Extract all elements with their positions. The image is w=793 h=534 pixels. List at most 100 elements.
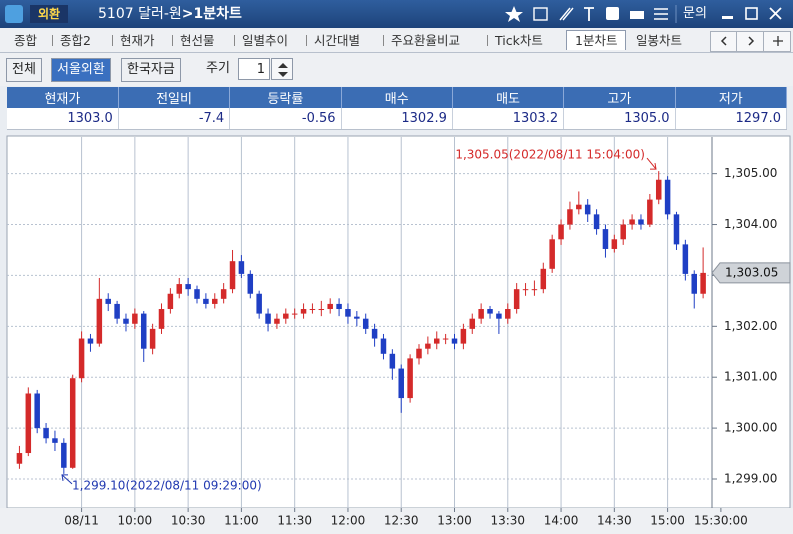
quote-value: 1303.0 [7, 108, 119, 130]
filter-button[interactable]: 한국자금 [121, 58, 181, 82]
minimize-button[interactable] [722, 16, 733, 19]
y-tick-label: 1,302.00 [724, 319, 777, 333]
tab[interactable]: 시간대별 [314, 33, 361, 48]
period-spinner[interactable] [271, 58, 293, 80]
annotation-arrow [61, 474, 73, 485]
quote-header: 매도 [452, 87, 565, 108]
candle-body [140, 313, 147, 349]
candle-body [300, 309, 307, 314]
candle-body [220, 289, 227, 299]
x-tick-label: 12:30 [384, 514, 419, 528]
tab-separator [112, 35, 113, 46]
tab-nav-button[interactable] [763, 31, 791, 52]
tab-separator [52, 35, 53, 46]
tab[interactable]: 일별추이 [242, 33, 289, 48]
tab[interactable]: 현재가 [120, 33, 155, 48]
period-input[interactable]: 1 [238, 58, 270, 80]
candle-body [78, 338, 85, 379]
x-tick-label: 15:30:00 [694, 514, 748, 528]
close-button[interactable] [769, 7, 782, 20]
filter-button[interactable]: 전체 [6, 58, 42, 82]
market-badge: 외환 [30, 5, 69, 23]
candle-body [87, 338, 94, 344]
x-tick-label: 10:00 [118, 514, 153, 528]
inquiry-button[interactable]: 문의 [683, 6, 707, 21]
candle-body [505, 309, 511, 319]
quote-header: 저가 [675, 87, 788, 108]
tab-nav-button[interactable] [710, 31, 738, 52]
x-tick-label: 12:00 [331, 514, 366, 528]
help-icon[interactable] [606, 7, 619, 20]
candle-body [291, 313, 298, 315]
candle-body [105, 298, 111, 304]
candle-body [371, 328, 378, 339]
candle-body [540, 268, 547, 290]
font-icon[interactable] [584, 7, 594, 21]
extreme-annotation: 1,305.05(2022/08/11 15:04:00) [455, 148, 645, 162]
quote-value: 1297.0 [675, 108, 788, 130]
title-view: >1분차트 [181, 6, 242, 22]
candle-body [354, 316, 360, 319]
tab[interactable]: 종합2 [60, 33, 91, 48]
candle-body [265, 313, 271, 324]
candle-body [433, 338, 440, 344]
candle-body [283, 313, 289, 319]
period-label: 주기 [206, 61, 230, 76]
title-icons [505, 5, 782, 23]
candle-body [34, 393, 40, 429]
candle-body [176, 284, 183, 294]
candle-body [567, 209, 573, 225]
candle-body [558, 224, 564, 240]
candle-body [496, 313, 502, 319]
menu-icon[interactable] [654, 8, 668, 20]
y-tick-label: 1,301.00 [724, 370, 777, 384]
candle-body [123, 318, 129, 324]
favorite-icon[interactable] [505, 6, 523, 22]
maximize-button[interactable] [745, 7, 758, 20]
window-title: 5107 달러-원>1분차트 [98, 5, 242, 23]
x-tick-label: 11:30 [277, 514, 312, 528]
tab-separator [172, 35, 173, 46]
candle-body [132, 313, 138, 324]
candle-body [416, 348, 422, 359]
candle-body [247, 273, 254, 294]
candle-body [638, 219, 644, 225]
current-price-label: 1,303.05 [725, 265, 778, 279]
tab[interactable]: 주요환율비교 [391, 33, 461, 48]
candle-body [549, 239, 555, 269]
filter-button[interactable]: 서울외환 [51, 58, 111, 82]
tab-separator [306, 35, 307, 46]
quote-table: 현재가 전일비 등락률 매수 매도 고가 저가 1303.0 -7.4 -0.56 1302.9 1… [7, 87, 788, 130]
x-tick-label: 15:00 [650, 514, 685, 528]
tab[interactable]: 1분차트 [566, 30, 627, 50]
export-icon[interactable] [533, 7, 548, 21]
quote-value-row: 1303.0 -7.4 -0.56 1302.9 1303.2 1305.0 1297.0 [7, 108, 788, 130]
candle-body [442, 338, 449, 340]
candle-body [620, 224, 626, 240]
candle-body [398, 368, 404, 399]
app-logo [5, 5, 23, 23]
tab[interactable]: Tick차트 [495, 33, 543, 48]
candle-body [700, 272, 706, 294]
x-tick-label: 08/11 [64, 514, 99, 528]
candle-body [602, 229, 609, 249]
candle-body [69, 378, 76, 468]
tab-nav-button[interactable] [736, 31, 764, 52]
link-icon[interactable] [559, 7, 574, 21]
x-tick-label: 13:00 [437, 514, 472, 528]
quote-header: 전일비 [118, 87, 231, 108]
tab[interactable]: 종합 [14, 33, 38, 48]
quote-value: 1305.0 [563, 108, 676, 130]
candle-body [576, 204, 582, 210]
candle-body [362, 318, 369, 329]
quote-value: -0.56 [229, 108, 342, 130]
print-icon[interactable] [630, 11, 644, 19]
candle-body [460, 328, 467, 344]
quote-value: 1303.2 [452, 108, 565, 130]
candle-body [212, 298, 218, 304]
tab[interactable]: 현선물 [180, 33, 215, 48]
tab[interactable]: 일봉차트 [636, 33, 683, 48]
title-bar: 외환 5107 달러-원>1분차트 문의 [0, 0, 793, 28]
candle-body [451, 338, 458, 344]
